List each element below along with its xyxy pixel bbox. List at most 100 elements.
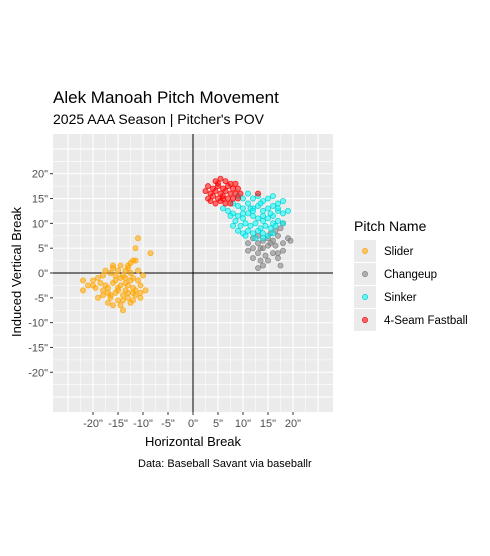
data-point-slider [125, 262, 131, 269]
legend-key-point [362, 271, 368, 277]
data-point-sinker [240, 195, 246, 202]
data-point-slider [130, 297, 136, 304]
data-point-sinker [245, 190, 251, 197]
data-point-4-seam-fastball [227, 200, 234, 207]
data-point-slider [110, 302, 116, 309]
data-point-changeup [270, 237, 276, 244]
data-point-sinker [280, 210, 286, 217]
data-point-slider [117, 275, 124, 281]
data-point-sinker [255, 215, 261, 222]
data-point-sinker [265, 215, 271, 222]
data-point-sinker [270, 220, 276, 227]
x-tick-label: 20" [285, 418, 301, 430]
data-point-changeup [275, 232, 281, 239]
data-point-slider [120, 307, 126, 314]
legend-label: 4-Seam Fastball [384, 315, 468, 327]
data-point-changeup [262, 252, 269, 259]
y-tick-label: -5" [34, 293, 48, 305]
data-point-slider [127, 277, 134, 284]
data-point-sinker [275, 205, 281, 212]
data-point-4-seam-fastball [217, 175, 224, 182]
data-point-slider [117, 302, 124, 309]
data-point-sinker [255, 227, 261, 234]
data-point-sinker [267, 210, 274, 217]
data-point-slider [80, 277, 86, 284]
data-point-sinker [247, 222, 254, 229]
zero-lines [53, 134, 333, 412]
x-tick-label: 5" [213, 418, 223, 430]
data-point-sinker [245, 200, 251, 207]
data-point-sinker [260, 207, 266, 214]
data-point-slider [85, 282, 91, 289]
legend: Pitch Name Slider Changeup Sinker 4-Seam Fa… [354, 218, 468, 331]
data-point-slider [112, 289, 119, 296]
data-point-sinker [240, 215, 246, 222]
data-point-sinker [242, 220, 249, 227]
data-point-slider [107, 270, 114, 276]
x-tick-label: 0" [188, 418, 198, 430]
data-point-4-seam-fastball [212, 200, 219, 207]
data-point-changeup [245, 240, 251, 247]
data-point-changeup [260, 262, 266, 269]
data-point-changeup [255, 250, 261, 257]
data-point-4-seam-fastball [212, 188, 219, 195]
data-point-slider [112, 272, 119, 279]
data-point-sinker [285, 207, 291, 214]
data-point-changeup [280, 247, 286, 254]
data-point-slider [95, 294, 101, 301]
y-axis-ticks: -20" -15" -10" -5" 0" 5" 10" 15" 20" [28, 169, 53, 379]
data-point-slider [97, 279, 104, 286]
data-point-slider [100, 292, 106, 299]
data-point-4-seam-fastball [227, 190, 234, 197]
x-tick-label: -10" [133, 418, 153, 430]
data-point-changeup [255, 240, 261, 247]
data-point-slider [90, 277, 96, 284]
legend-key-point [362, 248, 368, 254]
legend-label: Sinker [384, 292, 417, 304]
data-point-sinker [240, 210, 246, 217]
data-points [80, 175, 294, 314]
data-point-sinker [260, 217, 266, 224]
chart-title: Alek Manoah Pitch Movement [53, 88, 279, 107]
data-point-slider [125, 294, 131, 301]
data-point-slider [102, 267, 109, 274]
data-point-sinker [230, 222, 236, 229]
data-point-slider [125, 289, 131, 296]
data-point-slider [137, 282, 144, 289]
legend-title: Pitch Name [354, 218, 427, 234]
data-point-slider [135, 277, 141, 284]
data-point-sinker [240, 205, 246, 212]
data-point-4-seam-fastball [235, 185, 241, 192]
data-point-sinker [265, 195, 271, 202]
data-point-changeup [275, 250, 281, 257]
data-point-sinker [260, 235, 266, 242]
data-point-4-seam-fastball [222, 178, 229, 185]
data-point-4-seam-fastball [232, 180, 239, 187]
legend-key-point [362, 294, 368, 300]
data-point-sinker [267, 225, 274, 232]
data-point-sinker [227, 212, 234, 219]
data-point-sinker [270, 203, 276, 209]
data-point-4-seam-fastball [222, 188, 229, 195]
y-tick-label: 10" [32, 218, 48, 230]
x-tick-label: 15" [260, 418, 276, 430]
data-point-4-seam-fastball [232, 190, 239, 197]
data-point-changeup [255, 265, 261, 271]
data-point-changeup [250, 255, 256, 262]
data-point-sinker [265, 232, 271, 239]
x-axis-ticks: -20" -15" -10" -5" 0" 5" 10" 15" 20" [83, 412, 301, 430]
data-point-slider [117, 262, 124, 269]
data-point-slider [122, 275, 129, 281]
data-point-slider [130, 257, 136, 264]
y-tick-label: 15" [32, 194, 48, 206]
data-point-sinker [225, 207, 231, 214]
x-tick-label: -5" [161, 418, 175, 430]
y-tick-label: -10" [28, 318, 48, 330]
data-point-slider [137, 289, 144, 296]
data-point-changeup [280, 240, 286, 247]
legend-key-point [362, 317, 368, 323]
data-point-slider [90, 282, 96, 289]
data-point-slider [135, 235, 141, 242]
data-point-changeup [257, 257, 264, 264]
data-point-sinker [252, 235, 259, 242]
